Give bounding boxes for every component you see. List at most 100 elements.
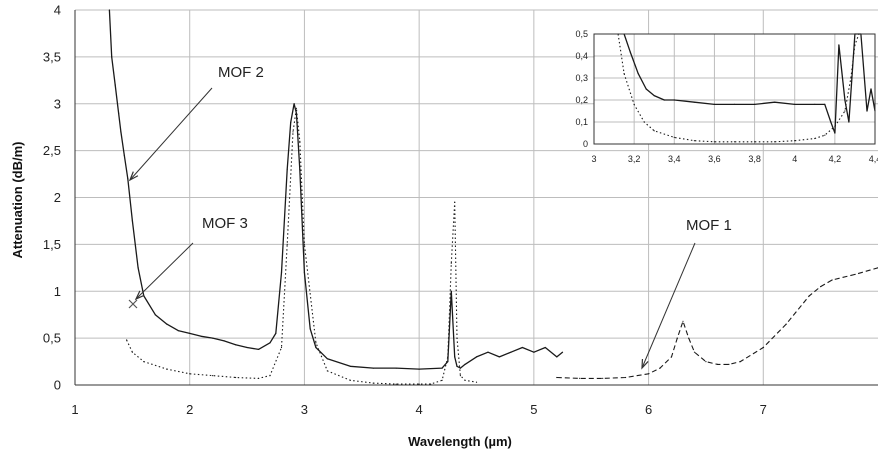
series-point — [705, 361, 707, 363]
arrow-head — [128, 171, 139, 182]
series-point — [848, 121, 850, 123]
annotations-group: MOF 2 MOF 3 MOF 1 — [128, 64, 732, 370]
series-point — [854, 44, 856, 46]
series-point — [556, 356, 558, 358]
series-point — [454, 201, 456, 203]
series-point — [774, 141, 776, 143]
series-point — [602, 377, 604, 379]
series-point — [235, 376, 237, 379]
series-point — [126, 339, 128, 341]
series-point — [637, 73, 639, 75]
series-point — [441, 379, 443, 381]
series-point — [824, 134, 826, 136]
series-point — [785, 323, 787, 325]
series-point — [670, 356, 673, 358]
series-point — [166, 323, 168, 325]
series-point — [693, 351, 696, 353]
series-point — [293, 103, 295, 105]
annotation-arrow — [135, 242, 194, 300]
main-grid — [74, 9, 878, 386]
series-point — [450, 290, 452, 292]
series-point — [774, 101, 776, 103]
x-tick-label: 3,8 — [748, 154, 761, 164]
series-point — [290, 121, 292, 124]
series-point — [648, 373, 650, 375]
y-tick-label: 0,1 — [575, 117, 588, 127]
y-tick-label: 0,5 — [43, 331, 61, 346]
y-tick-label: 4 — [54, 3, 61, 18]
series-point — [447, 361, 449, 363]
series-point — [447, 356, 449, 358]
series-point — [739, 361, 741, 363]
y-tick-label: 1 — [54, 284, 61, 299]
x-axis-title: Wavelength (µm) — [408, 434, 512, 449]
series-point — [824, 103, 826, 105]
series-point — [561, 351, 564, 353]
y-tick-label: 2 — [54, 190, 61, 205]
series-point — [831, 279, 833, 281]
series-point — [114, 84, 116, 86]
annotation-arrow — [129, 87, 213, 181]
series-point — [533, 351, 535, 353]
series-point — [418, 383, 420, 385]
series-point — [625, 376, 627, 379]
series-point — [733, 103, 736, 105]
series-point — [200, 335, 202, 337]
series-point — [459, 375, 461, 377]
series-point — [257, 348, 260, 350]
series-point — [395, 383, 397, 385]
y-tick-label: 0,3 — [575, 73, 588, 83]
series-point — [754, 141, 756, 143]
series-point — [808, 295, 810, 297]
inset-axes: 0 0,1 0,2 0,3 0,4 0,5 3 3,2 3,4 3,6 3,8 4 4,2 4,4 — [575, 29, 878, 164]
y-tick-label: 2,5 — [43, 143, 61, 158]
series-point — [299, 168, 301, 170]
y-tick-label: 0,5 — [575, 29, 588, 39]
x-tick-label: 3,6 — [708, 154, 721, 164]
series-point — [275, 332, 277, 334]
series-point — [418, 368, 420, 370]
series-point — [866, 110, 868, 112]
series-point — [212, 337, 214, 339]
series-point — [676, 337, 678, 339]
series-point — [633, 103, 635, 105]
series-point — [713, 141, 716, 143]
series-point — [257, 377, 260, 379]
main-axes: 0 0,5 1 1,5 2 2,5 3 3,5 4 1 2 3 4 5 6 7 — [43, 3, 878, 417]
x-tick-label: 3 — [591, 154, 596, 164]
series-point — [454, 356, 456, 358]
series-point — [456, 365, 458, 367]
series-line-dashed — [556, 267, 878, 379]
series-point — [120, 131, 122, 133]
series-point — [645, 88, 647, 90]
x-tick-label: 4,4 — [869, 154, 878, 164]
series-point — [154, 314, 156, 316]
series-point — [814, 137, 816, 140]
series-point — [521, 346, 524, 349]
series-point — [673, 136, 675, 138]
series-point — [579, 377, 581, 379]
series-point — [794, 103, 796, 105]
series-point — [464, 363, 466, 365]
series-point — [349, 379, 351, 381]
series-point — [673, 99, 675, 101]
inset-frame — [593, 33, 876, 145]
series-point — [123, 154, 125, 156]
series-point — [713, 103, 716, 105]
x-tick-label: 2 — [186, 402, 193, 417]
series-point — [475, 381, 478, 383]
series-point — [131, 351, 133, 353]
y-tick-label: 1,5 — [43, 237, 61, 252]
series-point — [464, 379, 466, 381]
x-tick-label: 4 — [792, 154, 797, 164]
series-point — [299, 140, 301, 142]
series-point — [653, 95, 655, 97]
series-point — [844, 99, 846, 101]
series-point — [303, 271, 305, 274]
series-point — [653, 130, 655, 132]
series-point — [127, 178, 129, 180]
series-point — [326, 358, 328, 360]
series-line-solid — [108, 9, 563, 370]
series-point — [177, 330, 179, 332]
